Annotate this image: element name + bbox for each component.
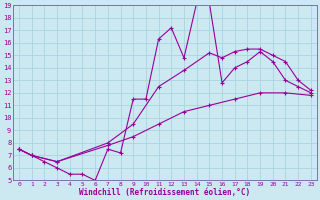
X-axis label: Windchill (Refroidissement éolien,°C): Windchill (Refroidissement éolien,°C) (79, 188, 251, 197)
